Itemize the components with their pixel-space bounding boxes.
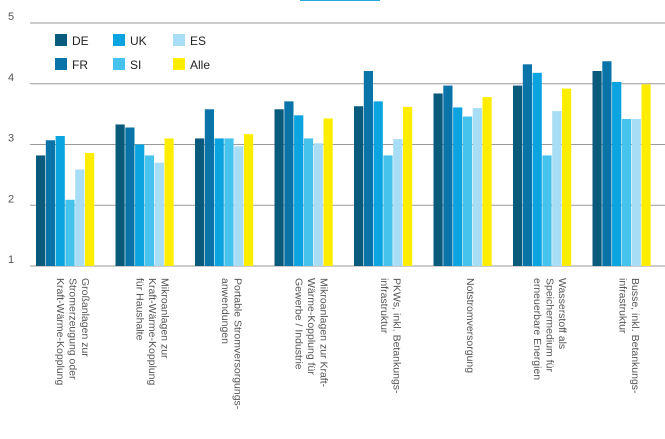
legend-label: FR <box>72 58 88 72</box>
bar <box>135 144 145 266</box>
bar <box>195 138 205 266</box>
bar <box>294 115 304 266</box>
bar <box>453 107 463 266</box>
x-category-label: anwendungen <box>219 278 231 344</box>
bar <box>164 138 174 266</box>
bar <box>323 118 333 266</box>
bar <box>482 97 492 267</box>
bar <box>303 138 314 266</box>
legend-swatch <box>173 58 185 70</box>
bar <box>75 169 85 266</box>
x-category-label: Portable Stromversorgungs- <box>232 278 244 410</box>
x-category-label: Gewerbe / Industrie <box>292 278 304 370</box>
bar <box>55 135 65 266</box>
x-category-label: Mikroanlagen zur <box>158 278 170 359</box>
bar <box>284 101 294 267</box>
x-category-label: Mikroanlagen zur Kraft- <box>317 278 329 388</box>
legend-label: DE <box>72 34 89 48</box>
x-category-label: Kraft-Wärme-Kopplung <box>54 278 66 386</box>
x-category-label: Großanlagen zur <box>79 278 91 357</box>
y-tick-label: 3 <box>8 133 14 145</box>
bar <box>85 153 95 266</box>
bar <box>612 81 622 267</box>
legend-swatch <box>173 34 185 46</box>
legend-swatch <box>113 34 125 46</box>
bar <box>373 101 383 267</box>
bar <box>403 106 413 267</box>
x-category-label: infrastruktur <box>378 278 390 334</box>
x-category-label: PKWs, inkl. Betankungs- <box>391 278 403 394</box>
x-category-label: Wärme-Kopplung für <box>305 278 317 375</box>
bar <box>45 140 55 266</box>
bar <box>433 93 443 266</box>
bar <box>354 106 364 266</box>
bar <box>115 124 125 266</box>
x-category-label: Stromerzeugung oder <box>66 278 78 380</box>
bar <box>602 61 612 267</box>
x-category-label: für Haushalte <box>133 278 145 341</box>
legend-swatch <box>55 58 67 70</box>
bar <box>472 108 482 266</box>
bar <box>313 143 323 266</box>
bar <box>383 155 393 266</box>
bar <box>542 155 552 266</box>
bar <box>125 127 135 267</box>
x-category-label: Wasserstoff als <box>556 278 568 349</box>
bar <box>244 134 254 266</box>
x-category-label: Notstromversorgung <box>464 278 476 373</box>
bar <box>641 84 651 266</box>
legend-label: SI <box>130 58 141 72</box>
legend-swatch <box>113 58 125 70</box>
legend: DE FR UK SI ES Alle <box>55 34 210 72</box>
x-category-label: infrastruktur <box>617 278 629 334</box>
bar <box>36 155 46 266</box>
bar <box>234 146 244 266</box>
x-category-label: Kraft-Wärme-Kopplung <box>146 278 158 386</box>
bar <box>552 111 562 267</box>
y-axis-ticks: 1 2 3 4 5 <box>8 11 14 266</box>
legend-label: UK <box>130 34 147 48</box>
x-category-label: Busse, inkl. Betankungs- <box>629 278 641 394</box>
y-tick-label: 5 <box>8 11 14 23</box>
y-tick-label: 2 <box>8 193 14 205</box>
bar <box>562 88 572 266</box>
y-tick-label: 1 <box>8 254 14 266</box>
bar <box>462 116 473 267</box>
bar <box>522 64 532 266</box>
bar <box>363 70 373 267</box>
bar <box>592 70 602 267</box>
legend-swatch <box>55 34 67 46</box>
bar <box>631 118 641 266</box>
bar <box>513 85 523 266</box>
bar <box>532 72 542 266</box>
bar <box>443 85 453 266</box>
bar <box>65 199 75 266</box>
bar <box>204 109 214 266</box>
x-category-label: erneuerbare Energien <box>531 278 543 380</box>
bar <box>224 138 234 266</box>
bar <box>274 109 284 266</box>
bar <box>621 118 632 266</box>
bar <box>154 162 164 266</box>
bars <box>36 61 651 267</box>
bar <box>144 155 155 266</box>
x-category-label: Speichermedium für <box>543 278 555 372</box>
legend-label: ES <box>190 34 206 48</box>
bar <box>214 138 224 266</box>
y-tick-label: 4 <box>8 72 14 84</box>
legend-label: Alle <box>190 58 210 72</box>
bar <box>393 139 403 266</box>
